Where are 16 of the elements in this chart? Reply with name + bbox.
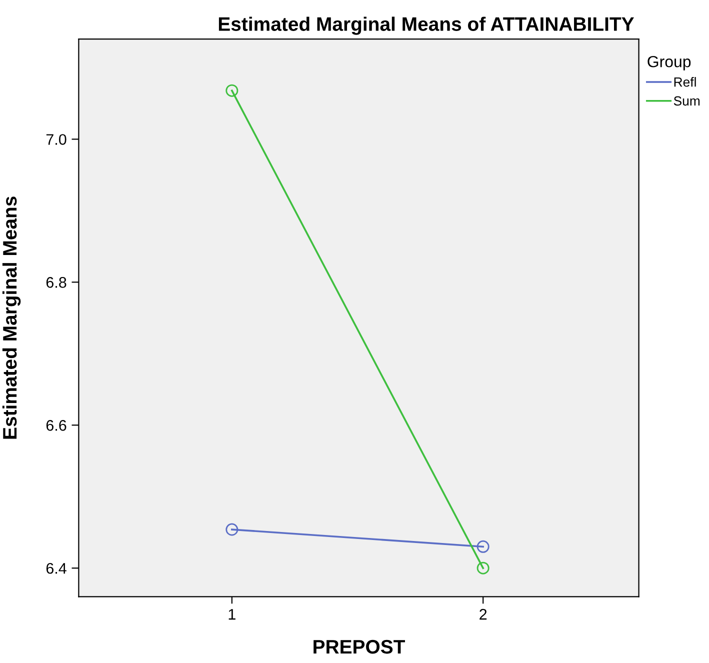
y-tick-label: 6.8 [46, 277, 66, 288]
x-axis-title: PREPOST [314, 640, 406, 654]
y-tick-label: 7.0 [46, 134, 66, 145]
point [226, 523, 238, 536]
legend-label: Sum [674, 96, 700, 106]
legend-label: Refl [674, 77, 696, 87]
y-tick-label: 6.4 [46, 562, 66, 574]
y-tick-label: 6.6 [46, 420, 66, 431]
point [226, 84, 238, 97]
y-axis-title: Estimated Marginal Means [2, 196, 21, 439]
x-tick-label: 1 [228, 609, 236, 620]
point [476, 540, 490, 553]
x-tick-label: 2 [480, 608, 487, 620]
legend-title: Group [648, 56, 691, 70]
point [476, 562, 490, 574]
chart-title: Estimated Marginal Means of ATTAINABILITY [218, 16, 634, 35]
